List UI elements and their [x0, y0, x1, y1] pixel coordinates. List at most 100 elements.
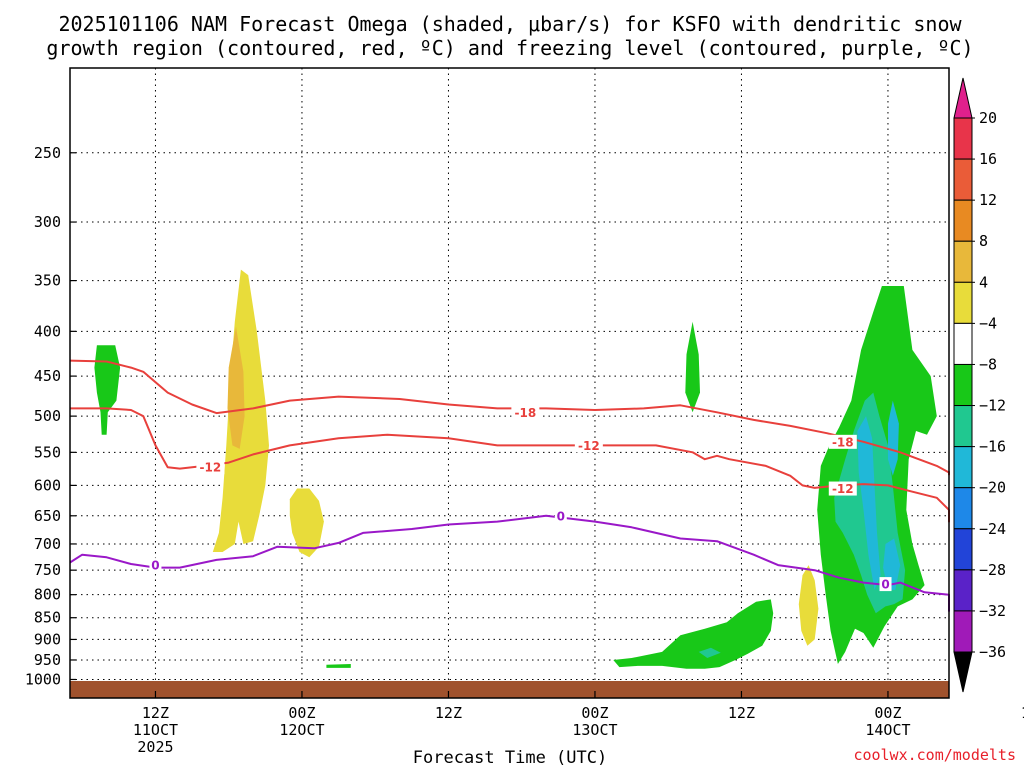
contour-label-4: -12 [832, 482, 854, 496]
omega-region-12 [888, 400, 899, 476]
chart-title-line2: growth region (contoured, red, ºC) and f… [46, 36, 973, 60]
colorbar-swatch-7 [953, 405, 973, 448]
temperature-contours [69, 359, 950, 612]
y-tick-label-750: 750 [34, 561, 61, 579]
y-tick-label-850: 850 [34, 609, 61, 627]
y-tick-label-700: 700 [34, 535, 61, 553]
colorbar-bottom-arrow [953, 651, 973, 693]
omega-region-5 [685, 321, 700, 413]
omega-region-3 [94, 345, 121, 435]
colorbar-label-6: −8 [979, 355, 997, 373]
contour-label-6: 0 [557, 509, 565, 523]
contour-label-bg-4 [828, 481, 857, 496]
colorbar-label-8: −16 [979, 438, 1006, 456]
contour-line-1 [70, 407, 950, 523]
contour-labels: -18 -12 -12 -18 -12 0 0 0 [149, 405, 892, 592]
colorbar-top-arrow [953, 77, 973, 119]
colorbar-swatch-5 [953, 322, 973, 365]
chart-title-line1: 2025101106 NAM Forecast Omega (shaded, μ… [58, 12, 962, 36]
contour-label-2: -12 [578, 439, 600, 453]
y-tick-label-950: 950 [34, 651, 61, 669]
colorbar-swatch-12 [953, 610, 973, 653]
contour-label-bg-3 [828, 434, 857, 449]
y-tick-label-400: 400 [34, 322, 61, 340]
y-tick-label-250: 250 [34, 144, 61, 162]
omega-colorbar: 20 16 12 8 4 −4 −8 −12 −16 −20 −24 −28 −32 −36 [953, 77, 1006, 693]
contour-label-bg-1 [196, 460, 225, 475]
x-tick-label-12-2: 2025 [137, 738, 173, 756]
y-tick-label-1000: 1000 [25, 670, 61, 688]
contour-label-7: 0 [881, 578, 889, 592]
y-tick-label-500: 500 [34, 407, 61, 425]
contour-label-3: -18 [832, 435, 854, 449]
colorbar-label-2: 12 [979, 191, 997, 209]
colorbar-label-9: −20 [979, 479, 1006, 497]
colorbar-swatch-4 [953, 281, 973, 324]
colorbar-label-13: −36 [979, 643, 1006, 661]
colorbar-swatch-0 [953, 117, 973, 160]
omega-region-2 [289, 488, 324, 558]
omega-region-8 [798, 565, 819, 646]
colorbar-swatch-3 [953, 240, 973, 283]
colorbar-swatch-6 [953, 363, 973, 407]
y-tick-label-800: 800 [34, 586, 61, 604]
x-tick-label-36-0: 12Z [435, 704, 462, 722]
contour-line-2 [69, 514, 950, 612]
omega-region-1 [227, 326, 245, 449]
x-tick-label-12-1: 11OCT [133, 721, 178, 739]
contour-label-bg-2 [574, 438, 603, 453]
x-tick-label-24-0: 00Z [288, 704, 315, 722]
x-axis-title: Forecast Time (UTC) [413, 748, 607, 768]
y-tick-label-600: 600 [34, 476, 61, 494]
colorbar-swatch-1 [953, 158, 973, 201]
ground-fill [70, 680, 949, 698]
colorbar-swatch-11 [953, 569, 973, 612]
omega-region-13 [883, 538, 901, 590]
y-tick-label-900: 900 [34, 630, 61, 648]
colorbar-swatch-10 [953, 528, 973, 571]
contour-label-0: -18 [515, 406, 537, 420]
colorbar-label-5: −4 [979, 314, 997, 332]
x-tick-label-48-0: 00Z [581, 704, 608, 722]
colorbar-label-0: 20 [979, 109, 997, 127]
colorbar-label-10: −24 [979, 520, 1006, 538]
colorbar-label-3: 8 [979, 232, 988, 250]
ground-surface [70, 680, 949, 698]
y-tick-label-650: 650 [34, 507, 61, 525]
omega-region-6 [613, 599, 774, 669]
x-tick-label-72-1: 14OCT [865, 721, 910, 739]
colorbar-label-11: −28 [979, 561, 1006, 579]
y-tick-label-450: 450 [34, 367, 61, 385]
colorbar-swatch-2 [953, 199, 973, 242]
x-tick-label-60-0: 12Z [728, 704, 755, 722]
source-credit: coolwx.com/modelts [853, 746, 1016, 764]
x-tick-label-84-0: 12Z [1021, 704, 1024, 722]
contour-label-1: -12 [200, 461, 222, 475]
y-tick-label-300: 300 [34, 213, 61, 231]
y-tick-label-550: 550 [34, 443, 61, 461]
contour-line-0 [69, 359, 950, 476]
x-tick-label-72-0: 00Z [874, 704, 901, 722]
contour-label-bg-7 [879, 577, 892, 592]
colorbar-label-1: 16 [979, 150, 997, 168]
colorbar-swatch-8 [953, 446, 973, 489]
pressure-axis: 250 300 350 400 450 500 550 600 650 700 750 800 850 9… [25, 144, 76, 688]
plot-frame [69, 67, 950, 699]
x-tick-label-12-0: 12Z [142, 704, 169, 722]
x-tick-label-24-1: 12OCT [279, 721, 324, 739]
omega-region-4 [326, 664, 351, 668]
contour-label-5: 0 [151, 559, 159, 573]
colorbar-label-7: −12 [979, 397, 1006, 415]
contour-label-bg-0 [511, 405, 540, 420]
colorbar-label-4: 4 [979, 273, 988, 291]
y-tick-label-350: 350 [34, 272, 61, 290]
contour-label-bg-5 [149, 558, 162, 573]
omega-region-11 [857, 416, 881, 590]
x-tick-label-48-1: 13OCT [572, 721, 617, 739]
colorbar-swatch-9 [953, 487, 973, 530]
contour-label-bg-6 [554, 508, 567, 523]
omega-region-7 [698, 647, 721, 658]
